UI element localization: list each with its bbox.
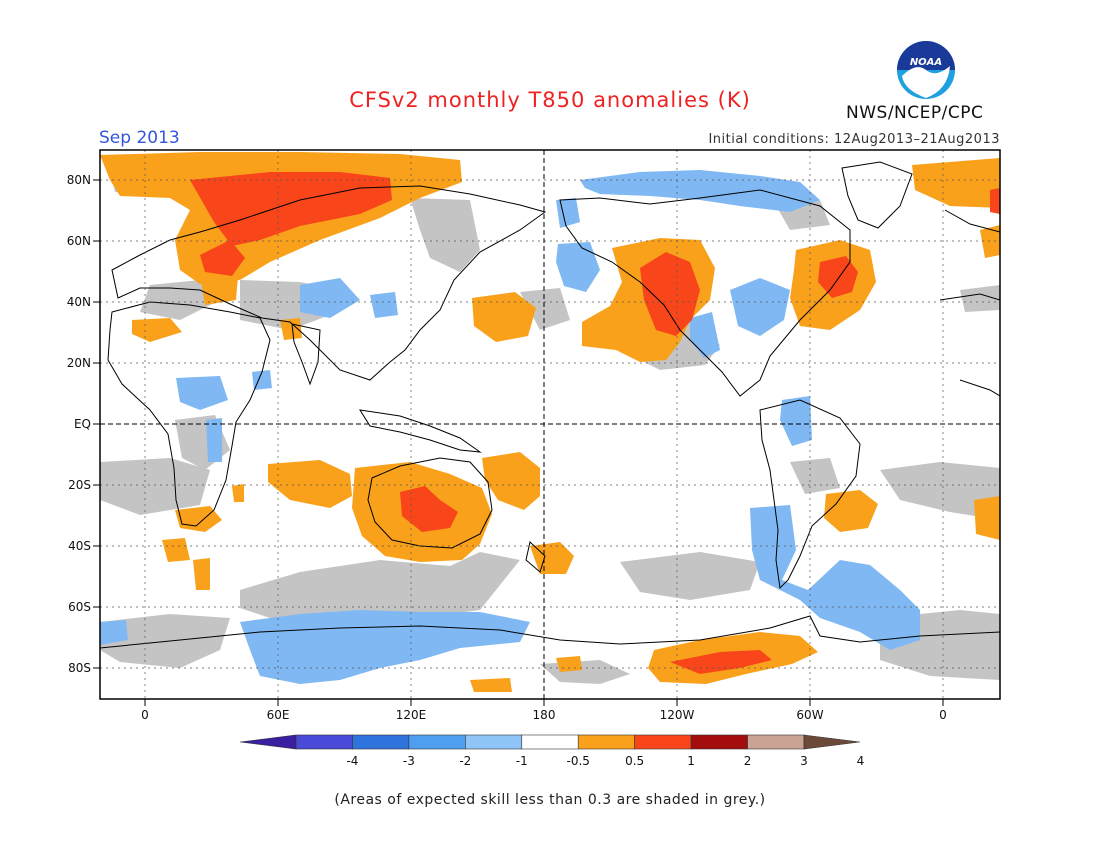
lat-label: 60N [67,234,91,248]
lat-label: 20S [68,478,91,492]
colorbar-segment [352,734,410,750]
colorbar-label: 1 [687,754,695,768]
reference-lines [100,150,1000,699]
colorbar-segment [521,734,579,750]
initial-conditions: Initial conditions: 12Aug2013–21Aug2013 [708,132,1000,147]
map-title: CFSv2 monthly T850 anomalies (K) [349,88,751,112]
lat-label: EQ [74,417,91,431]
colorbar-segment [690,734,748,750]
colorbar-label: -1 [516,754,528,768]
skill-footnote: (Areas of expected skill less than 0.3 a… [334,792,766,808]
coastlines [100,161,1000,649]
colorbar-segment [577,734,635,750]
lat-label: 80N [67,173,91,187]
lon-label: 0 [141,708,149,722]
colorbar-label: -3 [403,754,415,768]
colorbar-segment [408,734,466,750]
lon-label: 60W [796,708,823,722]
colorbar-label: 4 [857,754,865,768]
lat-label: 40S [68,539,91,553]
lat-label: 60S [68,600,91,614]
lat-label: 80S [68,661,91,675]
logo-text: NOAA [910,57,942,68]
colorbar-label: -2 [459,754,471,768]
colorbar-label: 2 [744,754,752,768]
colorbar-segment [465,734,523,750]
colorbar-label: -4 [346,754,358,768]
lon-label: 120W [660,708,695,722]
lon-label: 120E [396,708,427,722]
graticule [100,150,1000,699]
axis-ticks [93,179,944,706]
colorbar-label: 0.5 [625,754,644,768]
colorbar-segment [634,734,692,750]
strong-warm-regions [190,172,1000,674]
colorbar: -4 -3 -2 -1 -0.5 0.5 1 2 3 4 [239,734,865,768]
cool-anomaly-regions [100,170,920,684]
colorbar-segment [295,734,353,750]
colorbar-label: -0.5 [567,754,590,768]
lat-label: 20N [67,356,91,370]
lon-label: 180 [533,708,556,722]
lon-label: 0 [939,708,947,722]
colorbar-upper-extend [803,734,861,750]
noaa-logo-icon: NOAA [897,41,955,99]
colorbar-label: 3 [800,754,808,768]
lat-label: 40N [67,295,91,309]
colorbar-lower-extend [239,734,297,750]
agency-label: NWS/NCEP/CPC [846,103,984,123]
forecast-month: Sep 2013 [99,128,180,148]
colorbar-segment [747,734,805,750]
lon-label: 60E [267,708,290,722]
